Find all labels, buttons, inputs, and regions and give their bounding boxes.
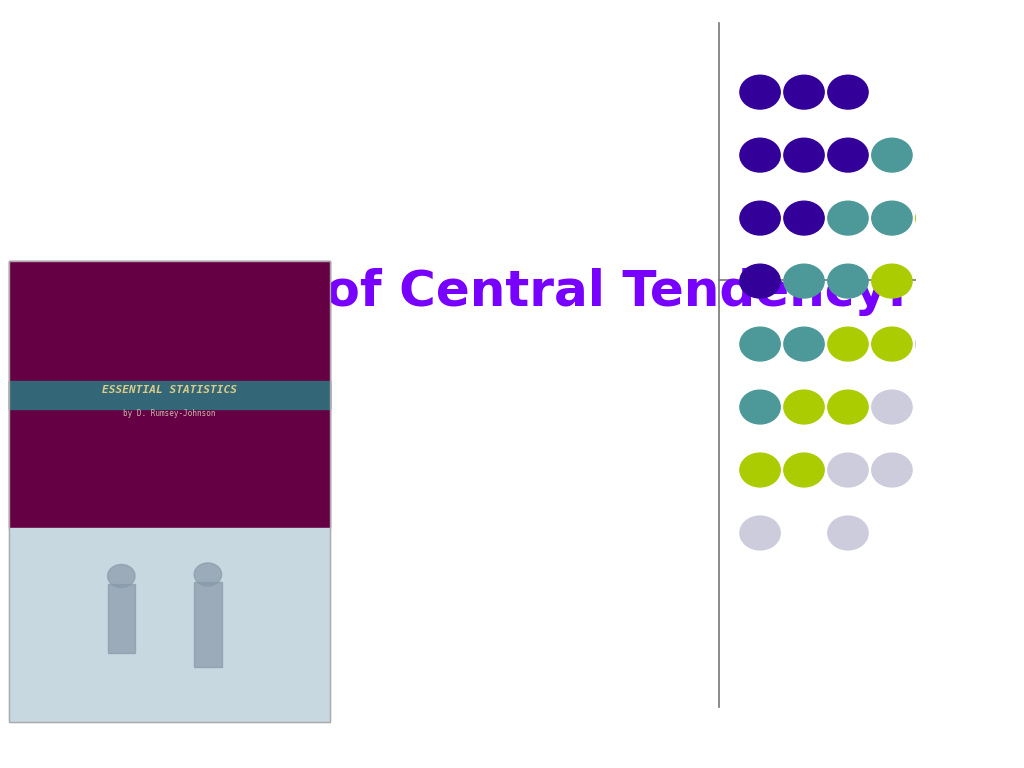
Circle shape [871,264,912,298]
Circle shape [783,453,824,487]
Circle shape [871,390,912,424]
Circle shape [740,327,780,361]
Circle shape [783,201,824,235]
Bar [9,528,330,722]
Circle shape [740,264,780,298]
Circle shape [783,264,824,298]
Circle shape [827,201,868,235]
Circle shape [783,138,824,172]
Circle shape [827,516,868,550]
Circle shape [827,453,868,487]
Text: Measures of Central Tendency:: Measures of Central Tendency: [37,268,907,316]
Circle shape [195,563,221,586]
Circle shape [783,75,824,109]
Circle shape [740,138,780,172]
Circle shape [915,327,956,361]
Circle shape [827,327,868,361]
Bar [9,261,330,528]
Bar [9,381,330,409]
Circle shape [827,390,868,424]
Circle shape [740,453,780,487]
Circle shape [740,75,780,109]
Text: ESSENTIAL STATISTICS: ESSENTIAL STATISTICS [102,385,237,396]
Text: by D. Rumsey-Johnson: by D. Rumsey-Johnson [123,409,216,418]
Circle shape [915,201,956,235]
Bar [195,582,221,667]
Bar [108,584,135,653]
Circle shape [783,390,824,424]
Circle shape [871,201,912,235]
Circle shape [827,138,868,172]
Circle shape [827,264,868,298]
Circle shape [740,390,780,424]
Circle shape [871,453,912,487]
Circle shape [783,327,824,361]
Circle shape [108,564,135,588]
Circle shape [740,516,780,550]
Bar [9,261,330,722]
Circle shape [871,138,912,172]
Circle shape [827,75,868,109]
Circle shape [740,201,780,235]
Circle shape [871,327,912,361]
